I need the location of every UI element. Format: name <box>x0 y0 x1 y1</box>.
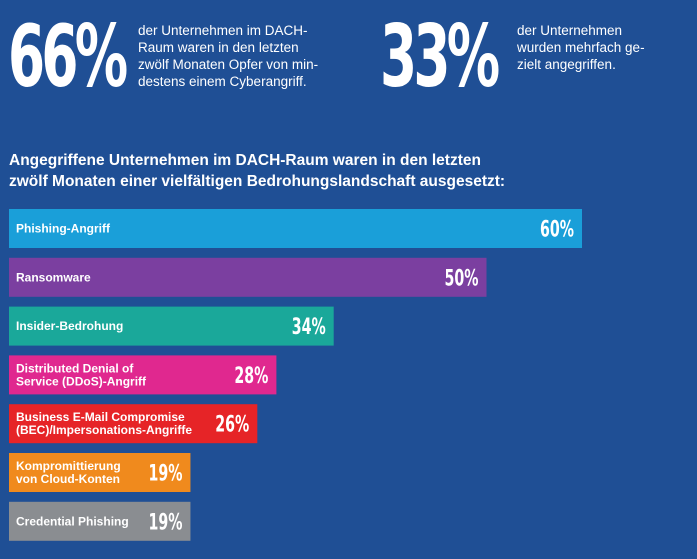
bar-6 <box>9 501 191 541</box>
stat-2-line: wurden mehrfach ge- <box>517 40 645 55</box>
headline-line: Angegriffene Unternehmen im DACH-Raum wa… <box>9 152 481 169</box>
bar-label-6: Credential Phishing <box>16 514 129 528</box>
bar-value-2: 34% <box>292 315 326 340</box>
bar-label-1: Ransomware <box>16 270 91 284</box>
headline-line: zwölf Monaten einer vielfältigen Bedrohu… <box>9 173 506 190</box>
chart-headline: Angegriffene Unternehmen im DACH-Raum wa… <box>9 150 609 192</box>
bar-label-0: Phishing-Angriff <box>16 222 111 236</box>
bar-label-5: Kompromittierung <box>16 459 121 473</box>
bar-value-1: 50% <box>445 266 479 291</box>
bar-label-3: Distributed Denial of <box>16 361 134 375</box>
stat-1-line: zwölf Monaten Opfer von min- <box>138 57 319 72</box>
bar-label-4: (BEC)/Impersonations-Angriffe <box>16 423 192 437</box>
stat-1-line: der Unternehmen im DACH- <box>138 23 308 38</box>
bar-3 <box>9 355 277 395</box>
bar-label-3: Service (DDoS)-Angriff <box>16 374 147 388</box>
bar-label-4: Business E-Mail Compromise <box>16 410 185 424</box>
bar-label-2: Insider-Bedrohung <box>16 319 123 333</box>
bar-value-0: 60% <box>540 218 574 243</box>
bar-4 <box>9 404 258 444</box>
stat-2-line: zielt angegriffen. <box>517 57 616 72</box>
stat-block-1: 66% der Unternehmen im DACH- Raum waren … <box>8 7 318 107</box>
stat-1-line: Raum waren in den letzten <box>138 40 299 55</box>
bar-value-4: 26% <box>215 413 249 438</box>
bar-value-6: 19% <box>148 510 182 535</box>
stat-2-value: 33% <box>380 7 500 107</box>
bar-0 <box>9 209 582 248</box>
bar-5 <box>9 453 191 492</box>
bar-value-5: 19% <box>148 462 182 487</box>
stat-2-description: der Unternehmen wurden mehrfach ge- ziel… <box>517 22 657 73</box>
bar-value-3: 28% <box>234 364 268 389</box>
stat-1-line: destens einem Cyberangriff. <box>138 74 307 89</box>
bar-2 <box>9 306 334 346</box>
bar-1 <box>9 257 487 297</box>
stat-block-2: 33% der Unternehmen wurden mehrfach ge- … <box>380 7 645 107</box>
stat-1-description: der Unternehmen im DACH- Raum waren in d… <box>138 22 348 90</box>
stat-1-value: 66% <box>8 7 128 107</box>
stat-2-line: der Unternehmen <box>517 23 623 38</box>
bar-label-5: von Cloud-Konten <box>16 472 120 486</box>
